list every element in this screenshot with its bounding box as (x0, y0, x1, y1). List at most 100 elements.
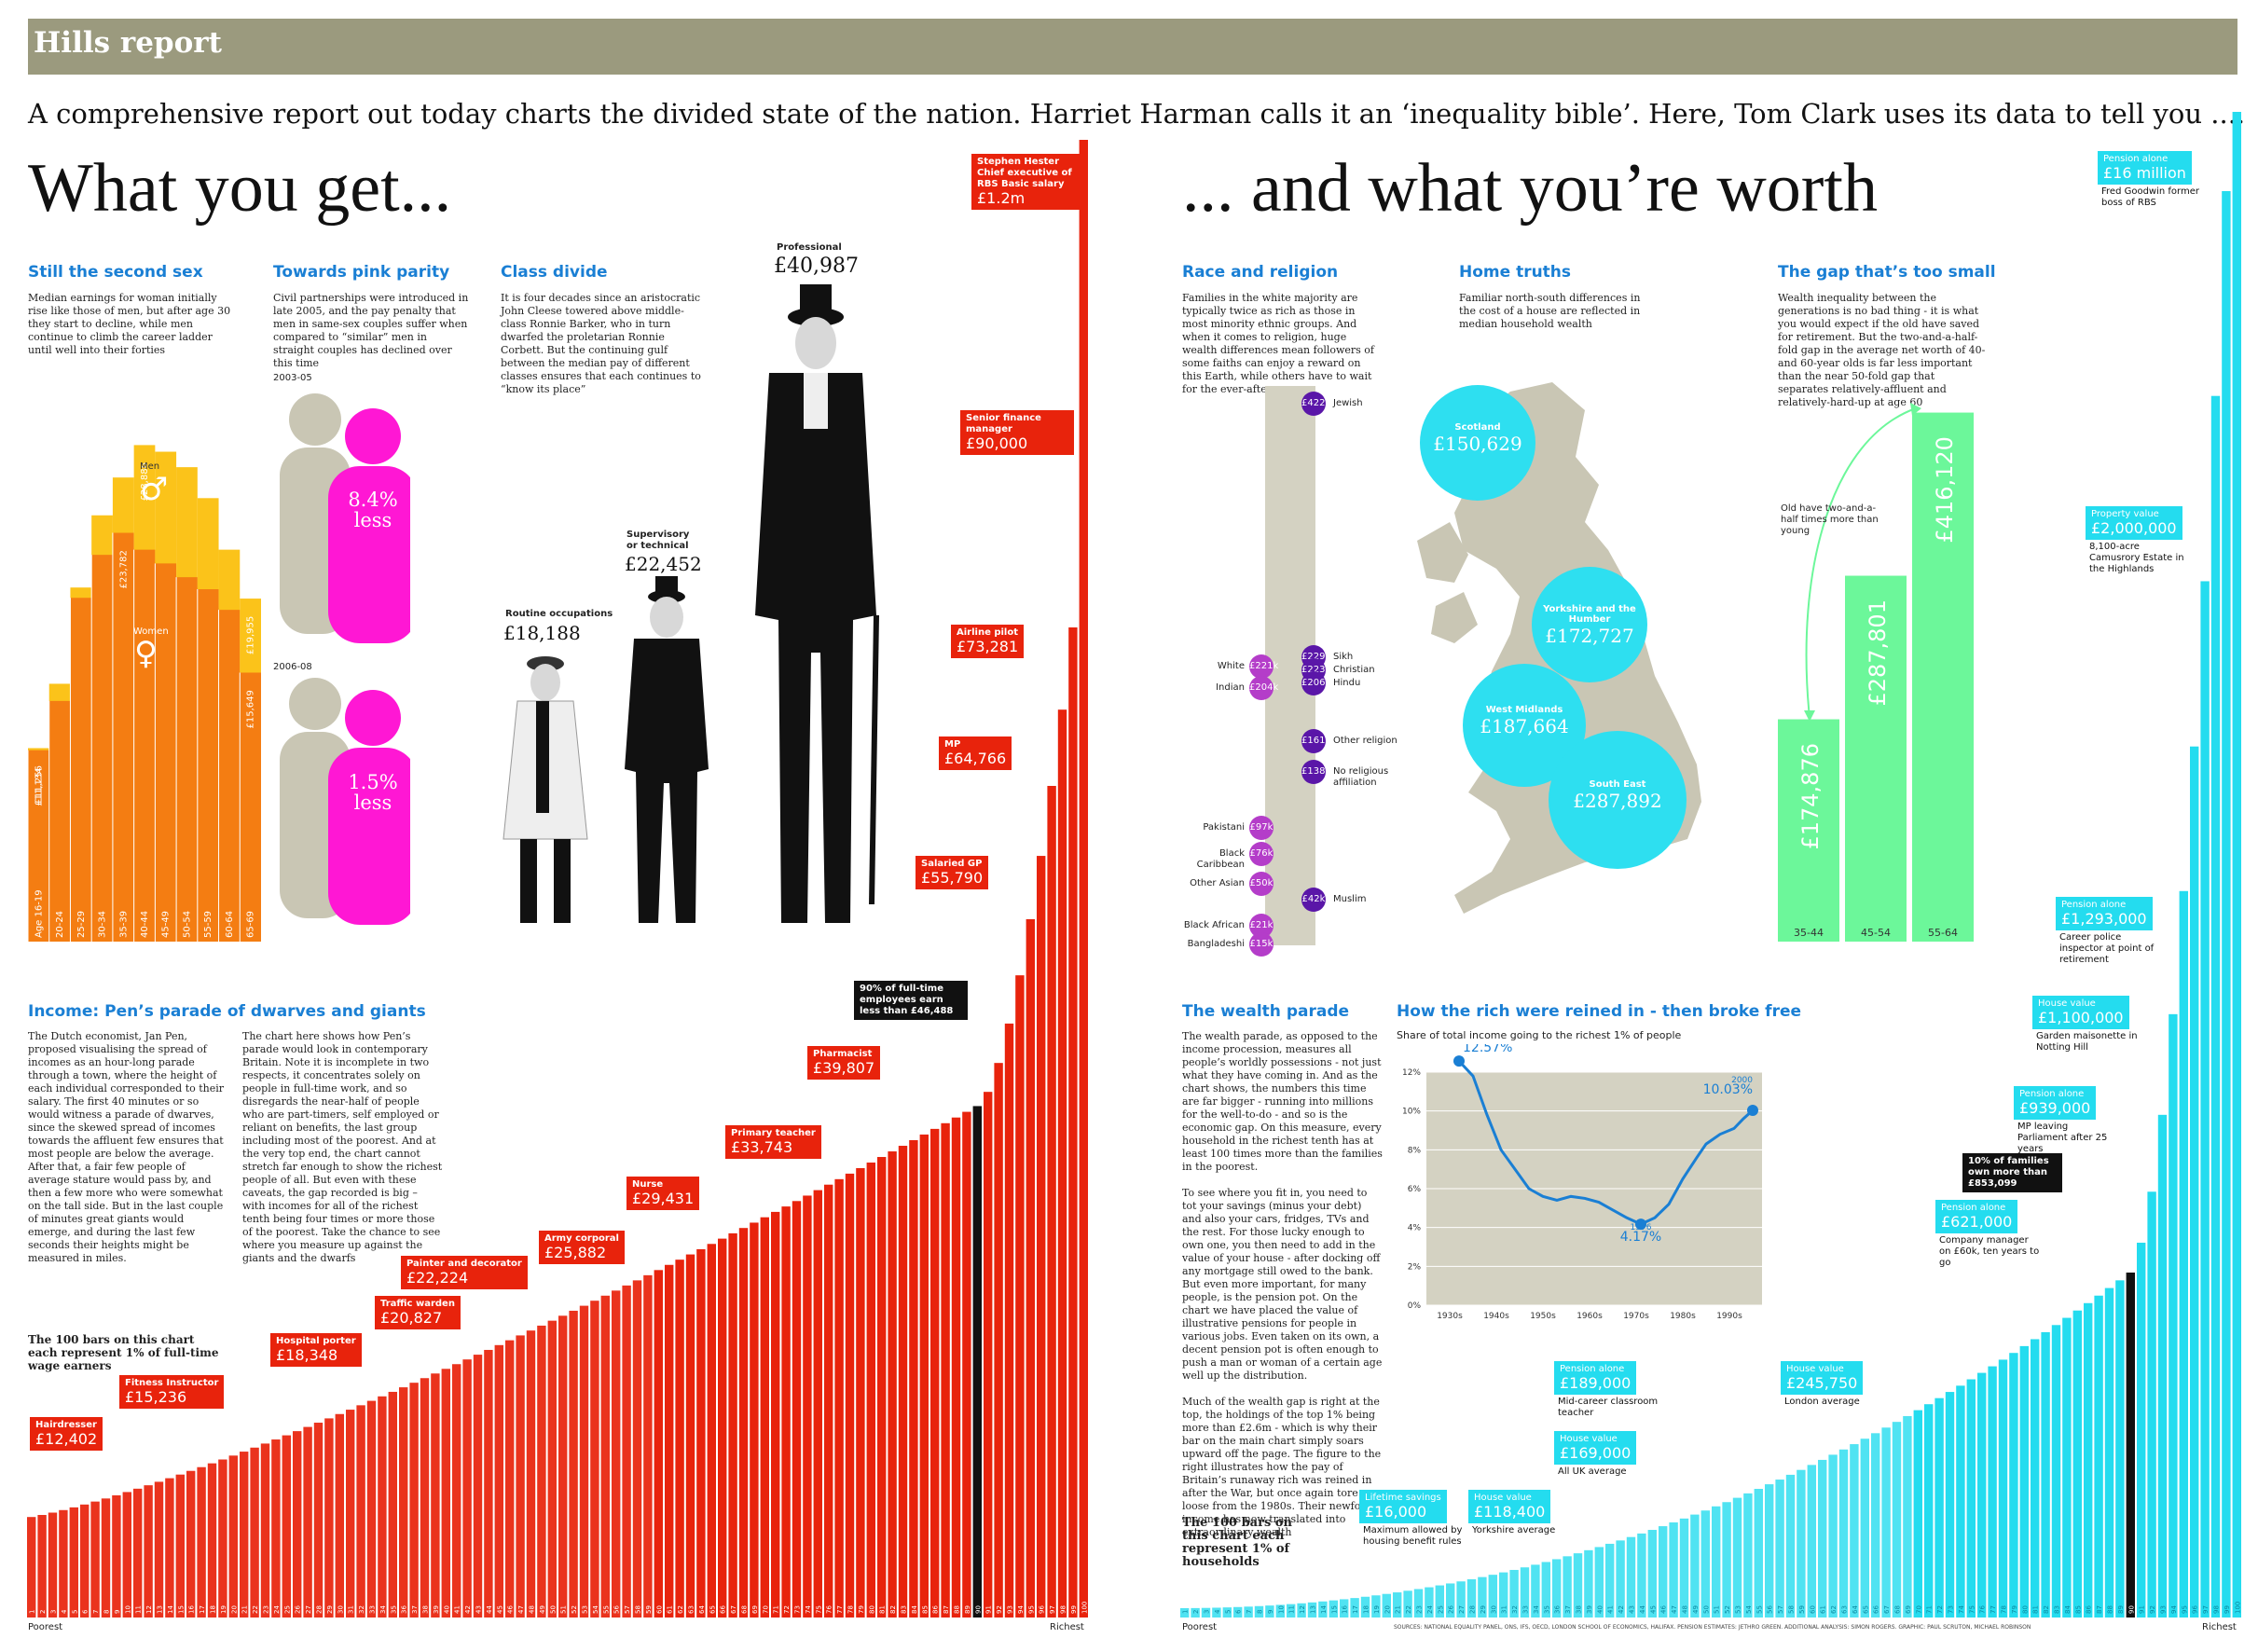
intro-text: A comprehensive report out today charts … (28, 98, 2246, 130)
percentile-label: 47 (517, 1605, 525, 1614)
wealth-bar (2210, 395, 2221, 1618)
race-religion-dot: £76k (1249, 842, 1274, 866)
wealth-annotation: Pension alone £189,000 (1554, 1361, 1637, 1395)
wealth-bar (1244, 1606, 1253, 1618)
percentile-label: 22 (252, 1605, 259, 1614)
percentile-label: 82 (2043, 1605, 2050, 1614)
female-symbol-icon: ♀ (134, 635, 158, 672)
percentile-label: 92 (2149, 1605, 2156, 1614)
annotation-label: Airline pilot (957, 627, 1019, 638)
income-bar (696, 1248, 706, 1618)
percentile-label: 14 (167, 1605, 174, 1614)
percentile-label: 2 (1192, 1610, 1200, 1614)
percentile-label: 23 (263, 1605, 270, 1614)
percentile-label: 62 (677, 1605, 684, 1614)
percentile-label: 35 (1543, 1605, 1550, 1614)
class-figures (503, 284, 879, 923)
wealth-bar (2072, 1310, 2082, 1618)
percentile-label: 71 (773, 1605, 780, 1614)
income-bar (324, 1418, 334, 1618)
percentile-label: 54 (592, 1605, 599, 1614)
wealth-bar (1679, 1518, 1689, 1618)
percentile-label: 35 (390, 1605, 397, 1614)
percentile-label: 81 (879, 1605, 887, 1614)
percentile-label: 25 (283, 1605, 291, 1614)
percentile-label: 4 (61, 1609, 68, 1614)
percentile-label: 9 (114, 1610, 121, 1614)
income-bar (1026, 918, 1035, 1618)
wealth-annotation: House value £118,400 (1468, 1490, 1551, 1523)
age-tick-label: 50-54 (182, 911, 192, 938)
wealth-bar (1966, 1379, 1976, 1618)
wealth-bar (1509, 1569, 1519, 1618)
line-point (1453, 1055, 1465, 1067)
wealth-bar (2169, 1013, 2178, 1618)
percentile-label: 1 (1182, 1610, 1190, 1614)
percentile-label: 48 (529, 1605, 536, 1614)
percentile-label: 37 (411, 1605, 419, 1614)
percentile-label: 57 (1777, 1605, 1784, 1614)
income-bar (462, 1359, 472, 1618)
annotation-value: £1,100,000 (2038, 1009, 2124, 1026)
income-bar (643, 1274, 653, 1618)
region-value: £287,892 (1573, 790, 1662, 812)
annotation-label: Army corporal (544, 1233, 619, 1244)
gap-small-text: Wealth inequality between the generation… (1778, 292, 1986, 408)
income-bar (1037, 856, 1046, 1618)
line-point (1635, 1218, 1646, 1231)
women-bar (155, 563, 177, 942)
percentile-label: 84 (2064, 1605, 2072, 1614)
race-religion-dot: £42k (1301, 888, 1326, 912)
percentile-label: 17 (199, 1605, 206, 1614)
percentile-label: 79 (2011, 1605, 2018, 1614)
wealth-bar (1775, 1480, 1784, 1618)
pens-bars-note: The 100 bars on this chart each represen… (28, 1333, 219, 1372)
annotation-label: Salaried GP (921, 859, 983, 869)
wealth-bar (1350, 1598, 1359, 1618)
income-annotation: Salaried GP £55,790 (916, 856, 989, 889)
percentile-label: 34 (1533, 1605, 1540, 1614)
percentile-label: 86 (932, 1605, 940, 1614)
annotation-value: £22,224 (406, 1269, 469, 1287)
annotation-value: £1,293,000 (2061, 910, 2147, 928)
annotation-value: £55,790 (921, 869, 984, 887)
income-bar (898, 1146, 908, 1618)
income-bar (760, 1217, 769, 1618)
percentile-label: 14 (1320, 1605, 1328, 1614)
rich-reined-chart: 0% 2% 4% 6% 8% 10% 12% 1930s 1940s 1950s 1960s 1970… (1402, 1044, 1762, 1321)
income-bar (792, 1201, 802, 1618)
percentile-label: 10 (124, 1605, 131, 1614)
wealth-bar (1722, 1502, 1731, 1618)
race-religion-dot: £221k (1249, 654, 1278, 679)
income-annotation: Painter and decorator £22,224 (401, 1256, 528, 1289)
percentile-label: 83 (901, 1605, 908, 1614)
percentile-label: 51 (1714, 1605, 1721, 1614)
percentile-label: 53 (582, 1605, 589, 1614)
wealth-bar (1700, 1510, 1710, 1618)
percentile-label: 42 (464, 1605, 472, 1614)
income-bar (409, 1383, 419, 1618)
race-religion-label: Other Asian (1190, 878, 1245, 888)
percentile-label: 96 (1039, 1605, 1046, 1614)
percentile-label: 23 (1416, 1605, 1424, 1614)
gap-bar (1845, 575, 1907, 942)
wealth-bar (1956, 1385, 1965, 1618)
wealth-bar (1340, 1599, 1349, 1618)
annotation-caption: All UK average (1558, 1466, 1627, 1477)
annotation-value: £64,766 (944, 750, 1007, 767)
percentile-label: 19 (1373, 1605, 1381, 1614)
annotation-value: £20,827 (380, 1309, 443, 1327)
age-tick-label: 45-49 (161, 911, 172, 938)
region-bubble: Scotland £150,629 (1420, 385, 1535, 501)
percentile-label: 54 (1745, 1605, 1753, 1614)
wealth-bar (1988, 1366, 1997, 1618)
wealth-bar (1307, 1602, 1317, 1618)
income-bar (888, 1151, 897, 1618)
income-bar (112, 1494, 121, 1618)
wealth-annotation: Pension alone £1,293,000 (2056, 897, 2153, 930)
income-bar (399, 1387, 408, 1618)
income-bar (452, 1364, 461, 1618)
annotation-label: Property value (2091, 509, 2159, 519)
percentile-label: 32 (358, 1605, 365, 1614)
percentile-label: 17 (1352, 1605, 1359, 1614)
